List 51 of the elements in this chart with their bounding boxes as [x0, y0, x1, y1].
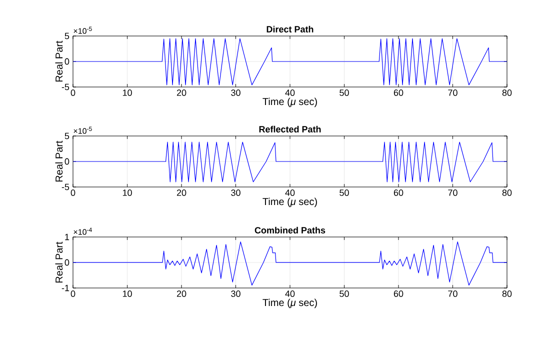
y-tick-label: 5 — [64, 32, 70, 40]
x-tick-label: 60 — [394, 190, 404, 196]
y-tick-label: 5 — [64, 132, 70, 140]
y-tick-label: 0 — [64, 158, 70, 165]
x-tick-label: 10 — [122, 90, 132, 96]
y-tick-label: -1 — [62, 284, 70, 292]
x-tick-label: 60 — [394, 90, 404, 96]
text: ×10$^{-4}$ — [74, 228, 92, 235]
x-tick-label: 30 — [231, 190, 240, 196]
x-axis-title: Time (μ sec) — [262, 98, 317, 108]
x-tick-label: 80 — [502, 290, 512, 297]
x-tick-label: 40 — [285, 290, 295, 297]
chart-title: Direct Path — [266, 26, 314, 32]
x-tick-label: 20 — [176, 290, 186, 297]
y-axis-title: Real Part — [55, 140, 63, 182]
line-series — [73, 242, 507, 286]
x-tick-label: 30 — [231, 90, 240, 96]
x-tick-label: 0 — [70, 290, 76, 297]
text: ×10$^{-5}$ — [74, 26, 92, 34]
y-tick-label: -5 — [62, 84, 70, 90]
x-tick-label: 10 — [122, 190, 132, 196]
x-tick-label: 10 — [122, 290, 132, 297]
x-axis-title: Time (μ sec) — [262, 198, 317, 208]
x-axis-title: Time (μ sec) — [262, 298, 317, 308]
x-tick-label: 20 — [176, 90, 186, 96]
line-series — [73, 142, 507, 182]
text: ×10$^{-5}$ — [74, 126, 92, 134]
chart-title: Combined Paths — [254, 226, 326, 234]
x-tick-label: 30 — [231, 290, 240, 297]
x-tick-label: 0 — [70, 190, 76, 196]
x-tick-label: 50 — [340, 290, 349, 297]
x-tick-label: 40 — [285, 90, 295, 96]
x-tick-label: 60 — [394, 290, 404, 297]
y-axis-title: Real Part — [55, 40, 63, 82]
y-axis-title: Real Part — [55, 242, 63, 283]
x-tick-label: 70 — [448, 290, 458, 297]
x-tick-label: 0 — [70, 90, 76, 96]
y-tick-label: 1 — [65, 234, 70, 240]
x-tick-label: 50 — [340, 190, 349, 196]
x-tick-label: 70 — [448, 190, 458, 196]
x-tick-label: 80 — [502, 90, 512, 96]
x-tick-label: 20 — [176, 190, 186, 196]
y-tick-label: 0 — [64, 259, 70, 266]
x-tick-label: 80 — [502, 190, 512, 196]
x-tick-label: 40 — [285, 190, 295, 196]
y-tick-label: 0 — [64, 58, 70, 65]
y-tick-label: -5 — [62, 184, 70, 190]
x-tick-label: 50 — [340, 90, 349, 96]
chart-title: Reflected Path — [259, 126, 321, 132]
line-series — [73, 38, 507, 86]
x-tick-label: 70 — [448, 90, 458, 96]
